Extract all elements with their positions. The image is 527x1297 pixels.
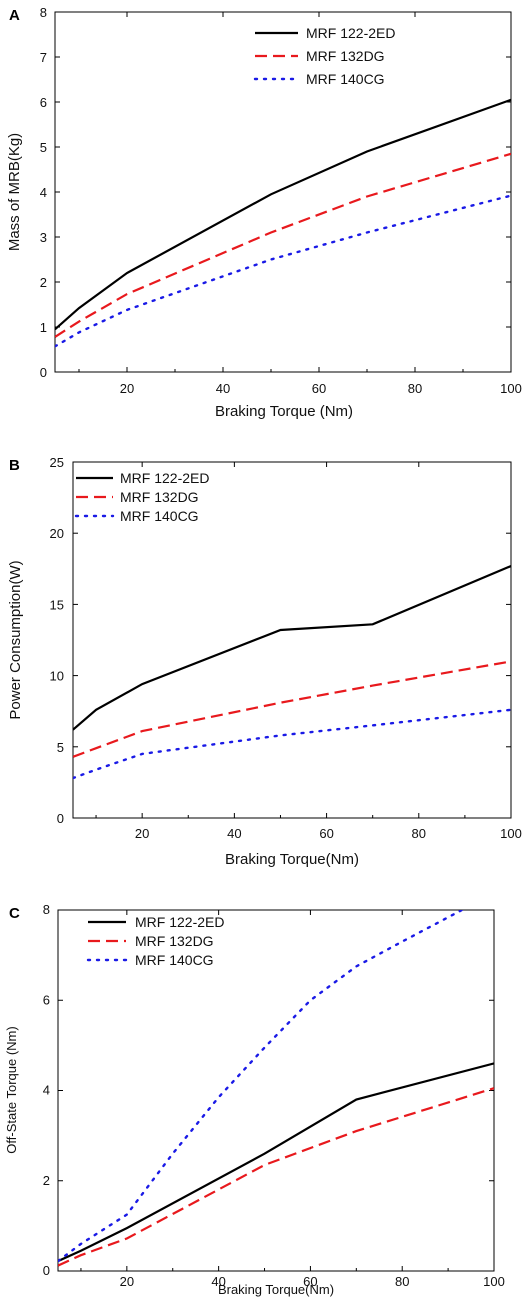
x-tick-label: 80 [395, 1274, 409, 1289]
chart-panel-c: C 20 40 60 80 100 0 2 4 6 8 Braking Torque(Nm) Off-S… [4, 902, 505, 1297]
panel-letter: B [9, 457, 20, 474]
y-tick-label: 0 [57, 811, 64, 826]
y-axis-title: Off-State Torque (Nm) [4, 1026, 19, 1153]
y-axis-title: Mass of MRB(Kg) [6, 133, 23, 251]
x-tick-label: 60 [303, 1274, 317, 1289]
y-tick-label: 6 [43, 992, 50, 1007]
x-axis-title: Braking Torque(Nm) [225, 851, 359, 868]
x-tick-label: 60 [312, 381, 326, 396]
y-tick-label: 8 [43, 902, 50, 917]
x-axis-title: Braking Torque(Nm) [218, 1282, 334, 1297]
y-tick-label: 25 [50, 455, 64, 470]
chart-panel-b: B 20 40 60 80 100 0 5 10 15 20 25 Braking Torque(Nm)… [7, 455, 522, 868]
legend-label: MRF 132DG [306, 48, 385, 64]
series-line-mrf-132dg [58, 1087, 494, 1267]
legend-label: MRF 140CG [120, 508, 199, 524]
x-tick-label: 20 [120, 381, 134, 396]
y-tick-label: 15 [50, 597, 64, 612]
y-tick-label: 3 [40, 230, 47, 245]
x-tick-label: 80 [412, 826, 426, 841]
x-tick-label: 100 [500, 826, 522, 841]
y-tick-label: 5 [57, 740, 64, 755]
x-tick-label: 20 [120, 1274, 134, 1289]
plot-frame [54, 11, 512, 373]
y-tick-label: 7 [40, 50, 47, 65]
y-tick-label: 0 [43, 1263, 50, 1278]
series-line-mrf-132dg [73, 660, 511, 758]
legend-label: MRF 122-2ED [120, 470, 209, 486]
legend-label: MRF 122-2ED [306, 25, 395, 41]
legend-label: MRF 132DG [120, 489, 199, 505]
legend-label: MRF 122-2ED [135, 914, 224, 930]
series-line-mrf-122-2ed [73, 564, 511, 731]
y-tick-label: 8 [40, 5, 47, 20]
legend-label: MRF 140CG [135, 952, 214, 968]
series-line-mrf-122-2ed [55, 98, 511, 331]
plot-frame [57, 909, 495, 1272]
panel-letter: C [9, 905, 20, 922]
series-line-mrf-140cg [55, 194, 511, 348]
legend-label: MRF 140CG [306, 71, 385, 87]
x-tick-label: 100 [500, 381, 522, 396]
series-line-mrf-122-2ed [58, 1062, 494, 1263]
y-tick-label: 6 [40, 95, 47, 110]
series-line-mrf-132dg [55, 152, 511, 338]
y-tick-label: 2 [43, 1173, 50, 1188]
x-axis-title: Braking Torque (Nm) [215, 403, 353, 420]
legend-label: MRF 132DG [135, 933, 214, 949]
x-tick-label: 100 [483, 1274, 505, 1289]
y-tick-label: 20 [50, 526, 64, 541]
chart-panel-a: A 20 40 60 80 100 0 1 2 3 4 5 6 7 8 Braking Torque (Nm)… [6, 5, 522, 420]
series-line-mrf-140cg [58, 910, 464, 1263]
y-axis-title: Power Consumption(W) [7, 560, 24, 719]
x-tick-label: 40 [211, 1274, 225, 1289]
y-tick-label: 5 [40, 140, 47, 155]
x-tick-label: 40 [227, 826, 241, 841]
y-tick-label: 1 [40, 320, 47, 335]
series-line-mrf-140cg [73, 708, 511, 780]
y-tick-label: 4 [40, 185, 47, 200]
x-tick-label: 80 [408, 381, 422, 396]
x-tick-label: 60 [319, 826, 333, 841]
x-tick-label: 40 [216, 381, 230, 396]
panel-letter: A [9, 7, 20, 24]
x-tick-label: 20 [135, 826, 149, 841]
y-tick-label: 2 [40, 275, 47, 290]
y-tick-label: 0 [40, 365, 47, 380]
y-tick-label: 10 [50, 669, 64, 684]
plot-frame [72, 461, 512, 819]
y-tick-label: 4 [43, 1083, 50, 1098]
